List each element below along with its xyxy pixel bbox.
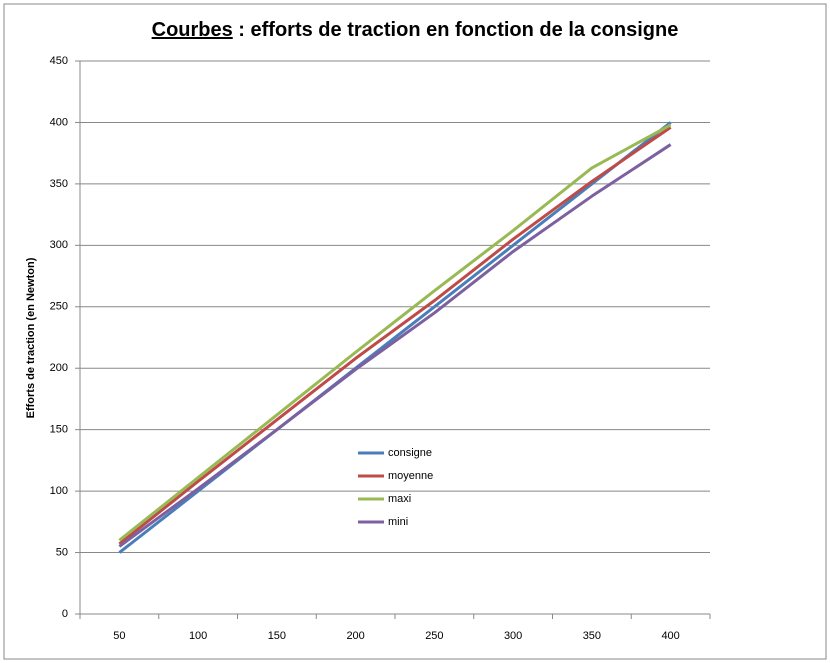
legend-label: consigne bbox=[388, 447, 432, 459]
title-rest: : efforts de traction en fonction de la … bbox=[233, 19, 679, 41]
series-line bbox=[118, 143, 672, 548]
legend-label: moyenne bbox=[388, 470, 433, 482]
x-tick-label: 50 bbox=[113, 630, 125, 642]
series-line bbox=[118, 123, 672, 542]
y-axis-label: Efforts de traction (en Newton) bbox=[25, 257, 37, 418]
x-tick-label: 200 bbox=[346, 630, 364, 642]
y-tick-label: 400 bbox=[50, 116, 68, 128]
legend-label: maxi bbox=[388, 493, 411, 505]
x-tick-label: 400 bbox=[661, 630, 679, 642]
title-underlined: Courbes bbox=[152, 19, 233, 41]
series-line bbox=[118, 126, 672, 546]
x-tick-label: 250 bbox=[425, 630, 443, 642]
y-tick-label: 450 bbox=[50, 55, 68, 67]
x-tick-label: 350 bbox=[583, 630, 601, 642]
y-tick-label: 0 bbox=[62, 608, 68, 620]
y-tick-label: 100 bbox=[50, 485, 68, 497]
y-tick-label: 250 bbox=[50, 301, 68, 313]
x-tick-label: 150 bbox=[268, 630, 286, 642]
y-tick-label: 350 bbox=[50, 178, 68, 190]
series-line bbox=[118, 121, 672, 554]
legend-label: mini bbox=[388, 516, 408, 528]
y-tick-label: 150 bbox=[50, 424, 68, 436]
x-tick-label: 100 bbox=[189, 630, 207, 642]
x-tick-label: 300 bbox=[504, 630, 522, 642]
y-tick-label: 50 bbox=[56, 546, 68, 558]
y-tick-label: 200 bbox=[50, 362, 68, 374]
chart-border bbox=[3, 3, 827, 660]
y-tick-label: 300 bbox=[50, 239, 68, 251]
chart-title: Courbes : efforts de traction en fonctio… bbox=[152, 19, 679, 41]
